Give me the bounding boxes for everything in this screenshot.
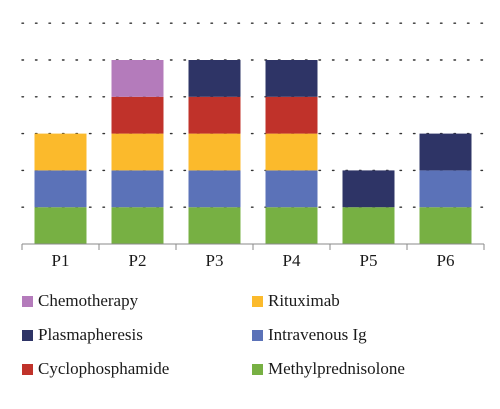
legend-item-chemotherapy: Chemotherapy: [22, 284, 252, 318]
bar-segment-p3-plasmapheresis: [188, 60, 241, 97]
legend-swatch: [22, 329, 33, 341]
bar-segment-p3-intravenous-ig: [188, 170, 241, 208]
legend-item-methylprednisolone: Methylprednisolone: [252, 352, 482, 386]
bars: [34, 60, 472, 244]
bar-segment-p6-plasmapheresis: [419, 133, 472, 171]
bar-segment-p6-intravenous-ig: [419, 170, 472, 208]
legend-item-cyclophosphamide: Cyclophosphamide: [22, 352, 252, 386]
bar-segment-p6-methylprednisolone: [419, 207, 472, 244]
legend-item-intravenous-ig: Intravenous Ig: [252, 318, 482, 352]
legend-swatch: [252, 295, 263, 307]
bar-segment-p4-rituximab: [265, 133, 318, 171]
x-tick-label-p1: P1: [52, 251, 70, 270]
x-tick-label-p4: P4: [283, 251, 301, 270]
bar-segment-p5-methylprednisolone: [342, 207, 395, 244]
bar-segment-p2-cyclophosphamide: [111, 96, 164, 134]
bar-segment-p2-rituximab: [111, 133, 164, 171]
legend-swatch: [252, 329, 263, 341]
x-tick-labels: P1 P2 P3 P4 P5 P6: [52, 251, 455, 270]
grid-lines: [21, 22, 485, 208]
legend-swatch: [22, 363, 33, 375]
legend-label: Chemotherapy: [38, 291, 139, 310]
legend-label: Methylprednisolone: [268, 359, 405, 378]
x-axis: [21, 243, 485, 250]
x-tick-label-p6: P6: [437, 251, 455, 270]
legend-label: Plasmapheresis: [38, 325, 143, 344]
legend-label: Cyclophosphamide: [38, 359, 170, 378]
bar-segment-p3-cyclophosphamide: [188, 96, 241, 134]
bar-segment-p5-plasmapheresis: [342, 170, 395, 208]
bar-segment-p1-intravenous-ig: [34, 170, 87, 208]
x-tick-label-p3: P3: [206, 251, 224, 270]
legend-swatch: [252, 363, 263, 375]
x-tick-label-p5: P5: [360, 251, 378, 270]
bar-segment-p3-methylprednisolone: [188, 207, 241, 244]
legend-item-plasmapheresis: Plasmapheresis: [22, 318, 252, 352]
bar-segment-p1-methylprednisolone: [34, 207, 87, 244]
bar-segment-p4-cyclophosphamide: [265, 96, 318, 134]
legend: Chemotherapy Rituximab Plasmapheresis Intra…: [22, 284, 482, 386]
bar-segment-p2-chemotherapy: [111, 60, 164, 97]
bar-segment-p4-intravenous-ig: [265, 170, 318, 208]
x-tick-label-p2: P2: [129, 251, 147, 270]
bar-segment-p2-methylprednisolone: [111, 207, 164, 244]
bar-segment-p4-plasmapheresis: [265, 60, 318, 97]
bar-segment-p1-rituximab: [34, 133, 87, 171]
legend-swatch: [22, 295, 33, 307]
legend-label: Rituximab: [268, 291, 340, 310]
bar-segment-p2-intravenous-ig: [111, 170, 164, 208]
bar-segment-p4-methylprednisolone: [265, 207, 318, 244]
bar-segment-p3-rituximab: [188, 133, 241, 171]
legend-label: Intravenous Ig: [268, 325, 367, 344]
legend-item-rituximab: Rituximab: [252, 284, 482, 318]
